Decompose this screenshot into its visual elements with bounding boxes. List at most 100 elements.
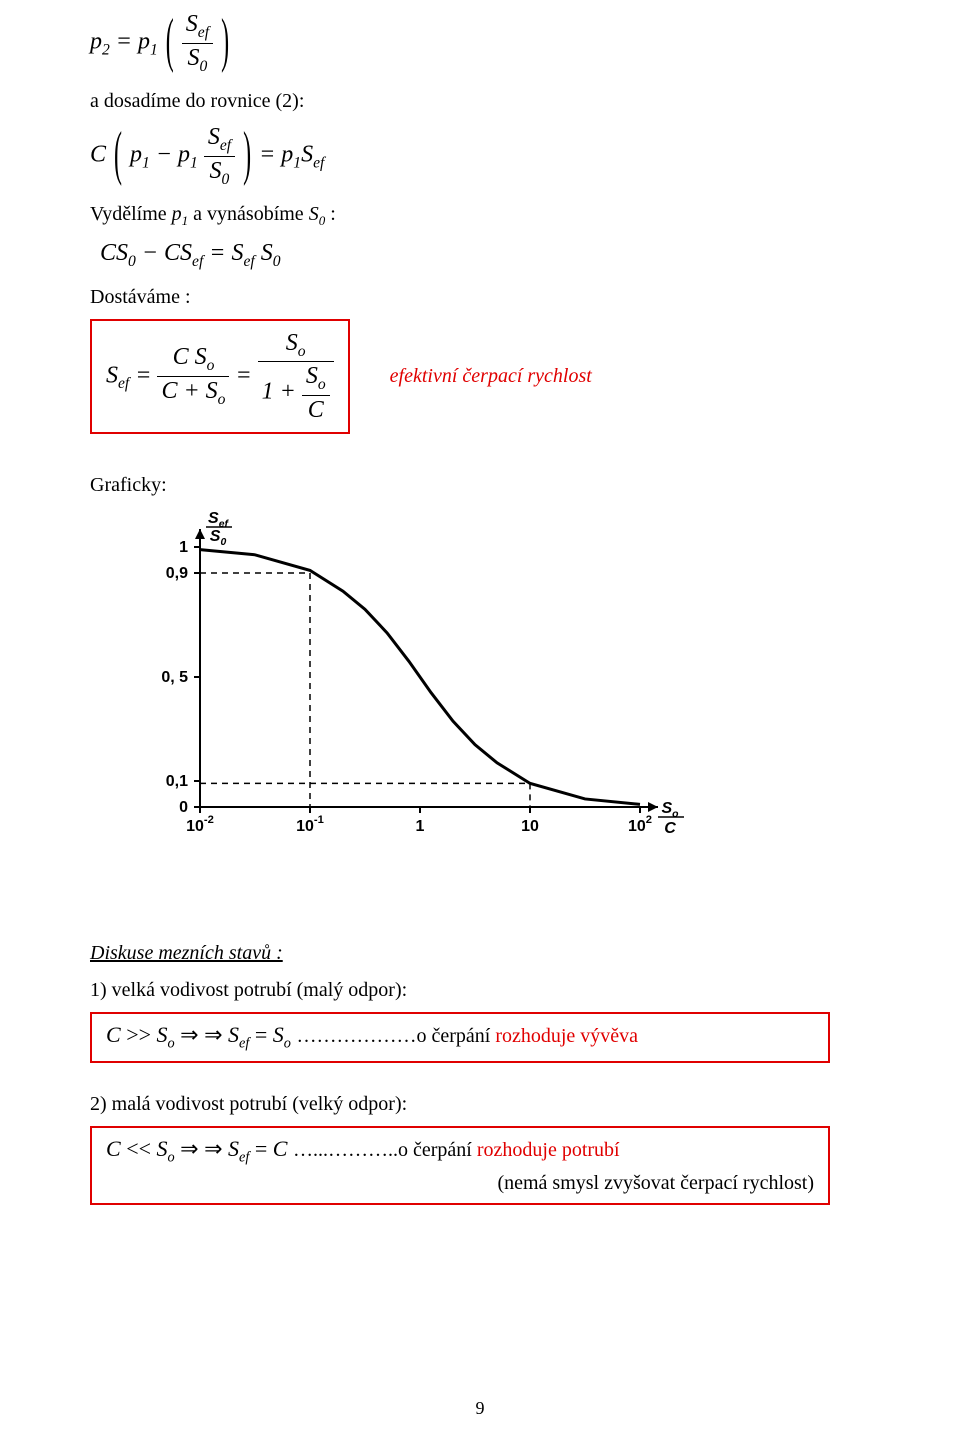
equals-2: = xyxy=(259,142,281,168)
case1-box: C >> So ⇒ ⇒ Sef = So ………………o čerpání roz… xyxy=(90,1012,830,1063)
c2-ll: << xyxy=(126,1136,156,1161)
svg-text:10-2: 10-2 xyxy=(186,814,214,835)
num-so-sub: o xyxy=(298,342,306,359)
equals: = xyxy=(116,29,138,55)
cs0: CS xyxy=(100,240,128,266)
num-cso: C S xyxy=(173,344,207,370)
c2-eq: = xyxy=(255,1136,273,1161)
sub-1b: 1 xyxy=(190,154,198,171)
paren-left: ( xyxy=(164,7,176,79)
var-p1-inline: p xyxy=(172,203,182,225)
equals-4a: = xyxy=(135,362,157,388)
den-cso-sub: o xyxy=(218,391,226,408)
den-S: S xyxy=(188,45,200,71)
paren-left-2: ( xyxy=(112,120,124,192)
row-effective-speed: Sef = C So C + So = So 1 + So C efektivn… xyxy=(90,319,870,435)
fraction-cso: C So C + So xyxy=(157,343,229,409)
var-p1: p xyxy=(138,29,150,55)
num-so: S xyxy=(286,330,298,356)
var-p1b: p xyxy=(178,142,190,168)
num-sub-2: ef xyxy=(220,137,231,154)
rhs-S: S xyxy=(301,142,313,168)
c2-So-sub: o xyxy=(168,1149,175,1165)
c2-Sef: S xyxy=(228,1136,239,1161)
chart-svg: 10,90, 50,1010-210-1110102SefS0SoC xyxy=(120,507,700,887)
svg-text:0, 5: 0, 5 xyxy=(161,669,188,686)
c2-C: C xyxy=(106,1136,121,1161)
text-dostavame: Dostáváme : xyxy=(90,286,870,309)
var-C: C xyxy=(90,142,106,168)
c2-note-red: rozhoduje potrubí xyxy=(477,1139,620,1161)
svg-text:102: 102 xyxy=(628,814,652,835)
page-number: 9 xyxy=(0,1398,960,1419)
text-diskuse-span: Diskuse mezních stavů : xyxy=(90,942,283,964)
fraction-sef-s0: Sef S0 xyxy=(182,10,213,76)
equation-eq3: CS0 − CSef = Sef S0 xyxy=(100,239,870,272)
c1-So-sub: o xyxy=(168,1036,175,1052)
case1-label: 1) velká vodivost potrubí (malý odpor): xyxy=(90,979,870,1002)
text-vydelime-a: Vydělíme xyxy=(90,203,172,225)
s0: S xyxy=(261,240,273,266)
label-effective-speed: efektivní čerpací rychlost xyxy=(390,365,592,388)
c1-So: S xyxy=(157,1022,168,1047)
c1-note-red: rozhoduje vývěva xyxy=(495,1025,638,1047)
svg-text:S0: S0 xyxy=(210,528,227,548)
c1-rhs-sub: o xyxy=(284,1036,291,1052)
c1-imp: ⇒ ⇒ xyxy=(180,1022,228,1047)
c2-So: S xyxy=(157,1136,168,1161)
c2-note2: (nemá smysl zvyšovat čerpací rychlost) xyxy=(106,1172,814,1195)
equation-eq2: C ( p1 − p1 Sef S0 ) = p1Sef xyxy=(90,123,870,189)
rhs-p: p xyxy=(281,142,293,168)
den-sub: 0 xyxy=(200,57,208,74)
c1-Sef-sub: ef xyxy=(239,1036,249,1052)
c1-Sef: S xyxy=(228,1022,239,1047)
c1-rhs: S xyxy=(273,1022,284,1047)
text-vydelime-c: : xyxy=(325,203,336,225)
minus: − xyxy=(156,142,178,168)
text-diskuse: Diskuse mezních stavů : xyxy=(90,942,870,965)
rhs-psub: 1 xyxy=(293,154,301,171)
c1-C: C xyxy=(106,1022,121,1047)
sef-sub: ef xyxy=(244,253,255,270)
case2-label: 2) malá vodivost potrubí (velký odpor): xyxy=(90,1093,870,1116)
fraction-so-over: So 1 + So C xyxy=(258,329,334,425)
equation-p2: p2 = p1 ( Sef S0 ) xyxy=(90,10,870,76)
num-S: S xyxy=(186,11,198,37)
c2-imp: ⇒ ⇒ xyxy=(180,1136,228,1161)
equals-4b: = xyxy=(235,362,257,388)
svg-text:10: 10 xyxy=(521,818,539,835)
den-1plus: 1 + xyxy=(262,379,302,405)
svg-text:10-1: 10-1 xyxy=(296,814,324,835)
paren-right-2: ) xyxy=(241,120,253,192)
c1-note-pre: ………………o čerpání xyxy=(296,1025,495,1047)
var-S0-inline: S xyxy=(309,203,319,225)
den-cso: C + S xyxy=(161,378,217,404)
svg-text:0: 0 xyxy=(179,799,188,816)
c2-rhs: C xyxy=(273,1136,288,1161)
den-S-2: S xyxy=(210,158,222,184)
svg-text:1: 1 xyxy=(416,818,425,835)
svg-text:1: 1 xyxy=(179,539,188,556)
equals-3: = xyxy=(209,240,231,266)
text-dosadime: a dosadíme do rovnice (2): xyxy=(90,90,870,113)
chart-sef-ratio: 10,90, 50,1010-210-1110102SefS0SoC xyxy=(120,507,870,892)
fraction-so-c: So C xyxy=(302,362,330,424)
sef-lhs: S xyxy=(106,362,118,388)
paren-right: ) xyxy=(219,7,231,79)
var-p2: p xyxy=(90,29,102,55)
num-S-2: S xyxy=(208,124,220,150)
var-p1a: p xyxy=(130,142,142,168)
text-graficky: Graficky: xyxy=(90,474,870,497)
num-so-c: S xyxy=(306,363,318,389)
c2-note-pre: …...………..o čerpání xyxy=(293,1139,477,1161)
num-so-c-sub: o xyxy=(318,376,326,393)
c1-eq: = xyxy=(255,1022,273,1047)
svg-text:C: C xyxy=(664,820,676,837)
sub-1a: 1 xyxy=(142,154,150,171)
c2-Sef-sub: ef xyxy=(239,1149,249,1165)
den-sub-2: 0 xyxy=(222,170,230,187)
c1-gg: >> xyxy=(126,1022,156,1047)
svg-text:0,9: 0,9 xyxy=(166,565,188,582)
minus-3: − xyxy=(142,240,164,266)
sub-1: 1 xyxy=(150,41,158,58)
